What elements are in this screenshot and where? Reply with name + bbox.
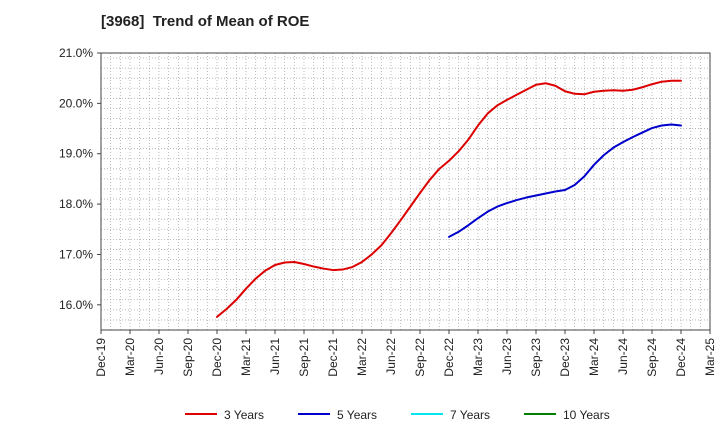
y-tick-label: 19.0% [59, 147, 93, 161]
x-tick-label: Sep-22 [413, 338, 427, 377]
x-tick-label: Mar-24 [587, 338, 601, 376]
grid [101, 53, 710, 330]
chart-title: [3968] Trend of Mean of ROE [101, 13, 310, 30]
series-line-3-years [216, 79, 682, 318]
x-tick-label: Jun-22 [384, 338, 398, 375]
y-tick-label: 21.0% [59, 46, 93, 60]
x-tick-label: Mar-23 [471, 338, 485, 376]
x-tick-label: Mar-20 [123, 338, 137, 376]
x-tick-label: Jun-23 [500, 338, 514, 375]
y-tick-label: 18.0% [59, 197, 93, 211]
y-tick-label: 16.0% [59, 298, 93, 312]
plot-frame [100, 52, 711, 331]
legend-label-10-years: 10 Years [563, 408, 610, 422]
x-tick-label: Dec-20 [210, 338, 224, 377]
x-tick-label: Jun-21 [268, 338, 282, 375]
x-tick-label: Mar-25 [703, 338, 717, 376]
x-tick-label: Dec-22 [442, 338, 456, 377]
x-tick-label: Jun-20 [152, 338, 166, 375]
x-tick-label: Sep-24 [645, 338, 659, 377]
x-tick-label: Sep-21 [297, 338, 311, 377]
series-lines [216, 79, 682, 318]
x-tick-label: Dec-21 [326, 338, 340, 377]
x-tick-label: Jun-24 [616, 338, 630, 375]
legend-label-5-years: 5 Years [337, 408, 377, 422]
x-tick-label: Dec-24 [674, 338, 688, 377]
y-tick-label: 17.0% [59, 247, 93, 261]
legend-label-3-years: 3 Years [224, 408, 264, 422]
x-tick-label: Sep-20 [181, 338, 195, 377]
x-tick-label: Dec-19 [94, 338, 108, 377]
x-tick-label: Sep-23 [529, 338, 543, 377]
x-tick-label: Dec-23 [558, 338, 572, 377]
x-tick-label: Mar-21 [239, 338, 253, 376]
axes: 16.0% 17.0% 18.0% 19.0% 20.0% 21.0% Dec-19 Mar-… [59, 46, 717, 377]
y-tick-label: 20.0% [59, 96, 93, 110]
x-tick-label: Mar-22 [355, 338, 369, 376]
legend-label-7-years: 7 Years [450, 408, 490, 422]
series-line-5-years [448, 123, 682, 238]
legend: 3 Years 5 Years 7 Years 10 Years [185, 408, 610, 422]
